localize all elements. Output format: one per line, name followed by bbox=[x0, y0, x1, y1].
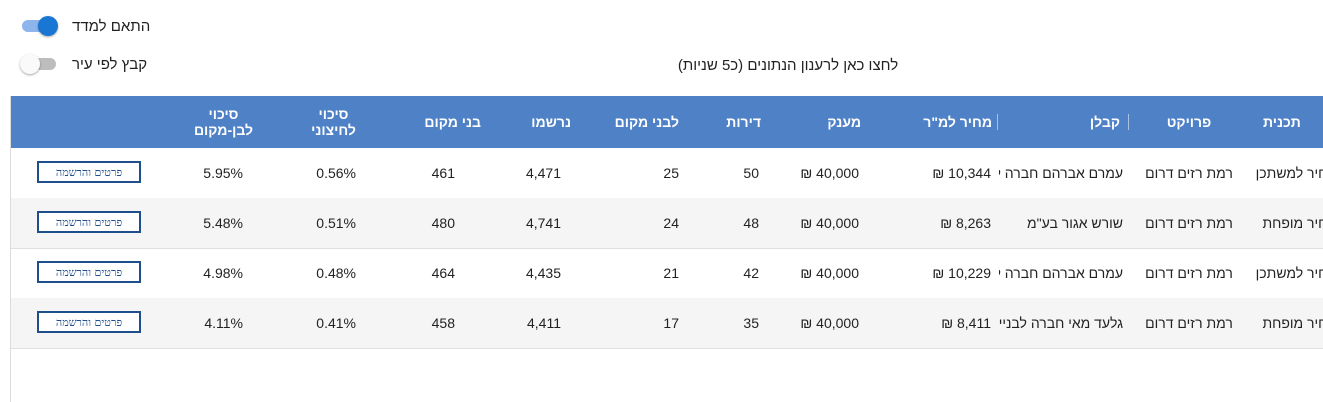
header-registered[interactable]: נרשמו bbox=[531, 114, 571, 130]
cell-contractor: עמרם אברהם חברה לבניין bbox=[999, 165, 1123, 181]
cell-project: רמת רזים דרום bbox=[1145, 215, 1233, 231]
cell-contractor: שורש אגור בע"מ bbox=[1027, 215, 1123, 231]
cell-plan: מחיר מופחת bbox=[1262, 315, 1323, 331]
cell-project: רמת רזים דרום bbox=[1145, 315, 1233, 331]
cell-chance-local: 4.98% bbox=[203, 265, 243, 281]
header-chance-local-line1: סיכוי bbox=[208, 106, 239, 122]
cell-plan: מחיר למשתכן bbox=[1255, 265, 1323, 281]
cell-registered: 4,471 bbox=[525, 165, 561, 181]
cell-for-locals: 17 bbox=[663, 315, 679, 331]
header-for-locals[interactable]: לבני מקום bbox=[614, 114, 679, 130]
header-chance-outsider[interactable]: סיכוי לחיצוני bbox=[296, 96, 371, 148]
header-contractor[interactable]: קבלן bbox=[1089, 114, 1120, 130]
cell-apartments: 42 bbox=[743, 265, 759, 281]
header-chance-local-line2: לבן-מקום bbox=[193, 122, 254, 138]
cell-apartments: 50 bbox=[743, 165, 759, 181]
cell-for-locals: 21 bbox=[663, 265, 679, 281]
cell-for-locals: 25 bbox=[663, 165, 679, 181]
cell-chance-local: 5.48% bbox=[203, 215, 243, 231]
cell-apartments: 35 bbox=[743, 315, 759, 331]
switch-knob bbox=[20, 54, 40, 74]
header-chance-outsider-line2: לחיצוני bbox=[311, 122, 356, 138]
cell-locals: 464 bbox=[431, 265, 455, 281]
header-apartments[interactable]: דירות bbox=[726, 114, 761, 130]
cell-chance-local: 4.11% bbox=[204, 315, 243, 331]
cell-locals: 458 bbox=[431, 315, 455, 331]
details-and-register-button[interactable]: פרטים והרשמה bbox=[37, 161, 141, 183]
header-plan[interactable]: תכנית bbox=[1263, 114, 1301, 130]
cell-contractor: עמרם אברהם חברה לבניין bbox=[999, 265, 1123, 281]
projects-table: תכנית פרויקט קבלן מחיר למ"ר מענק דירות ל… bbox=[10, 96, 1323, 402]
table-row: מחיר למשתכן רמת רזים דרום עמרם אברהם חברה … bbox=[11, 148, 1323, 199]
cell-chance-outsider: 0.56% bbox=[316, 165, 356, 181]
cell-grant: ₪ 40,000 bbox=[800, 165, 859, 181]
cell-chance-local: 5.95% bbox=[203, 165, 243, 181]
table-header: תכנית פרויקט קבלן מחיר למ"ר מענק דירות ל… bbox=[11, 96, 1323, 148]
cell-apartments: 48 bbox=[743, 215, 759, 231]
cell-project: רמת רזים דרום bbox=[1145, 265, 1233, 281]
cell-price-per-sqm: ₪ 10,229 bbox=[932, 265, 991, 281]
details-and-register-button[interactable]: פרטים והרשמה bbox=[37, 211, 141, 233]
fit-to-screen-switch[interactable] bbox=[20, 15, 58, 37]
details-and-register-button[interactable]: פרטים והרשמה bbox=[37, 261, 141, 283]
table-row: מחיר מופחת רמת רזים דרום שורש אגור בע"מ ₪ 8… bbox=[11, 198, 1323, 249]
table-row: מחיר מופחת רמת רזים דרום גלעד מאי חברה לבנ… bbox=[11, 298, 1323, 349]
cell-grant: ₪ 40,000 bbox=[800, 315, 859, 331]
cell-for-locals: 24 bbox=[663, 215, 679, 231]
cell-contractor: גלעד מאי חברה לבניין bbox=[999, 315, 1123, 331]
header-locals[interactable]: בני מקום bbox=[424, 114, 481, 130]
cell-registered: 4,741 bbox=[525, 215, 561, 231]
cell-project: רמת רזים דרום bbox=[1145, 165, 1233, 181]
table-row: מחיר למשתכן רמת רזים דרום עמרם אברהם חברה … bbox=[11, 248, 1323, 299]
switch-knob bbox=[38, 16, 58, 36]
cell-locals: 461 bbox=[431, 165, 455, 181]
header-chance-local[interactable]: סיכוי לבן-מקום bbox=[181, 96, 266, 148]
cell-chance-outsider: 0.48% bbox=[316, 265, 356, 281]
cell-registered: 4,411 bbox=[527, 315, 561, 331]
cell-price-per-sqm: ₪ 10,344 bbox=[932, 165, 991, 181]
fit-to-screen-label: התאם למדד bbox=[72, 17, 151, 35]
cell-registered: 4,435 bbox=[525, 265, 561, 281]
header-separator bbox=[1128, 114, 1129, 130]
header-chance-outsider-line1: סיכוי bbox=[318, 106, 349, 122]
header-project[interactable]: פרויקט bbox=[1166, 114, 1212, 130]
group-by-city-switch[interactable] bbox=[20, 53, 58, 75]
cell-locals: 480 bbox=[431, 215, 455, 231]
cell-grant: ₪ 40,000 bbox=[800, 265, 859, 281]
group-by-city-label: קבץ לפי עיר bbox=[72, 55, 148, 73]
header-separator bbox=[997, 114, 998, 130]
cell-chance-outsider: 0.51% bbox=[316, 215, 356, 231]
fit-to-screen-toggle-row: התאם למדד bbox=[20, 15, 150, 37]
cell-price-per-sqm: ₪ 8,411 bbox=[941, 315, 991, 331]
header-price-per-sqm[interactable]: מחיר למ"ר bbox=[923, 114, 992, 130]
details-and-register-button[interactable]: פרטים והרשמה bbox=[37, 311, 141, 333]
group-by-city-toggle-row: קבץ לפי עיר bbox=[20, 53, 147, 75]
cell-price-per-sqm: ₪ 8,263 bbox=[940, 215, 991, 231]
cell-grant: ₪ 40,000 bbox=[800, 215, 859, 231]
cell-chance-outsider: 0.41% bbox=[316, 315, 356, 331]
header-grant[interactable]: מענק bbox=[827, 114, 861, 130]
cell-plan: מחיר למשתכן bbox=[1255, 165, 1323, 181]
cell-plan: מחיר מופחת bbox=[1262, 215, 1323, 231]
refresh-data-link[interactable]: לחצו כאן לרענון הנתונים (כ5 שניות) bbox=[677, 57, 899, 74]
